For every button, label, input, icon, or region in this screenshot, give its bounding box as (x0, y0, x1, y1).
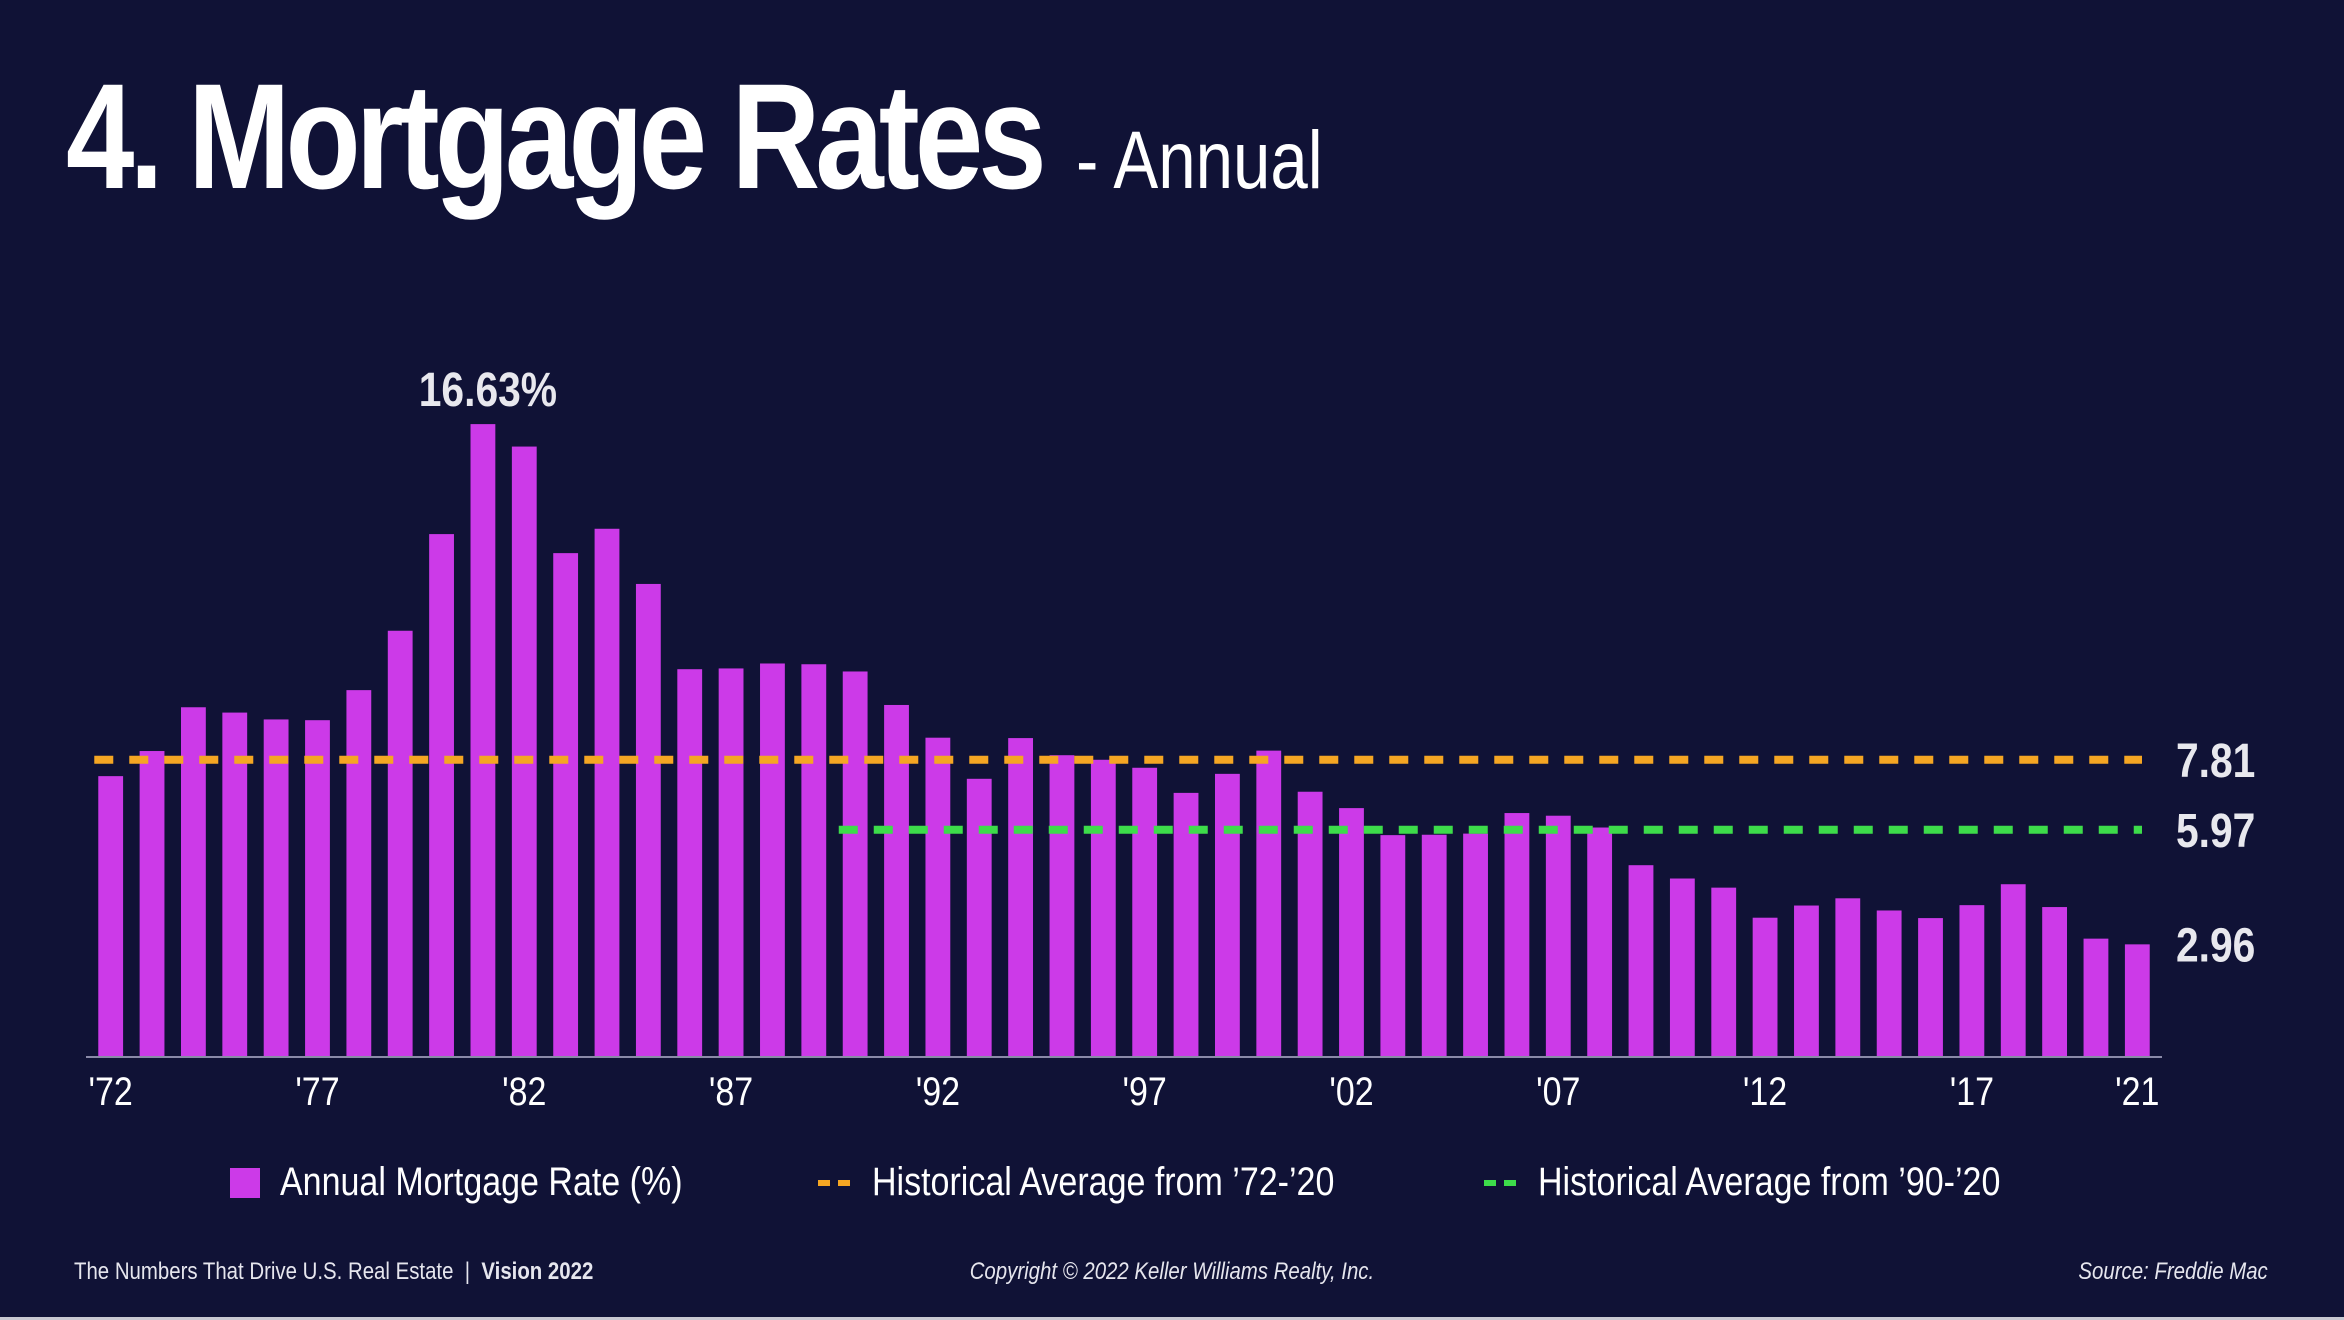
bar-1973 (139, 751, 165, 1057)
bar-1982 (511, 446, 537, 1057)
legend-swatch-bars (230, 1167, 260, 1198)
footer-source: Source: Freddie Mac (2045, 1258, 2268, 1286)
bar-1976 (263, 719, 289, 1057)
bar-1983 (553, 553, 579, 1057)
legend-item-avg-90-20: Historical Average from ’90-’20 (1484, 1160, 2082, 1205)
bar-2015 (1876, 910, 1902, 1057)
peak-value-label: 16.63% (419, 364, 557, 417)
bar-2000 (1256, 750, 1282, 1057)
x-tick-label-1977: '77 (295, 1068, 339, 1113)
bar-1990 (842, 671, 868, 1057)
bar-1999 (1214, 773, 1240, 1057)
bar-2007 (1545, 815, 1571, 1057)
legend-swatch-avg-90-20 (1484, 1179, 1516, 1186)
bar-1986 (677, 669, 703, 1057)
x-tick-label-1982: '82 (502, 1068, 546, 1113)
bar-1979 (387, 630, 413, 1057)
x-tick-label-2021: '21 (2115, 1068, 2159, 1113)
bar-1974 (180, 707, 206, 1057)
bar-2003 (1380, 835, 1406, 1057)
bar-1972 (98, 776, 124, 1057)
bar-1975 (222, 712, 248, 1057)
bar-1977 (305, 720, 330, 1057)
bar-1995 (1049, 755, 1075, 1057)
bar-2005 (1463, 833, 1488, 1057)
footer-left-text: The Numbers That Drive U.S. Real Estate (74, 1258, 454, 1285)
title-subtitle: - Annual (1076, 115, 1323, 206)
legend-label-annual-rate: Annual Mortgage Rate (%) (280, 1160, 683, 1204)
avg-value-label-1: 7.81 (2176, 735, 2255, 788)
end-value-label: 2.96 (2176, 919, 2255, 972)
footer-left: The Numbers That Drive U.S. Real Estate … (74, 1258, 685, 1286)
bar-1987 (718, 668, 744, 1057)
legend-label-avg-72-20: Historical Average from ’72-’20 (872, 1160, 1335, 1204)
legend-label-avg-90-20: Historical Average from ’90-’20 (1538, 1160, 2001, 1204)
x-tick-label-1997: '97 (1123, 1068, 1167, 1113)
bar-1984 (594, 528, 620, 1057)
bar-2004 (1421, 834, 1447, 1057)
bar-1980 (429, 534, 454, 1057)
bar-1981 (470, 424, 496, 1057)
bar-1998 (1173, 792, 1199, 1057)
bar-2011 (1711, 887, 1737, 1057)
bar-2002 (1339, 808, 1364, 1057)
bar-1992 (925, 737, 951, 1057)
x-tick-label-2017: '17 (1950, 1068, 1994, 1113)
legend-item-annual-rate: Annual Mortgage Rate (%) (230, 1160, 754, 1205)
x-tick-label-2007: '07 (1536, 1068, 1580, 1113)
bar-2013 (1794, 905, 1819, 1057)
footer-copyright-text: Copyright © 2022 Keller Williams Realty,… (969, 1258, 1375, 1285)
bottom-border (0, 1317, 2344, 1320)
bar-1989 (801, 664, 827, 1057)
bar-1985 (635, 583, 661, 1057)
bar-2021 (2124, 944, 2150, 1057)
bar-2008 (1587, 827, 1613, 1057)
bar-2019 (2042, 907, 2068, 1057)
x-tick-label-2012: '12 (1743, 1068, 1787, 1113)
x-tick-label-2002: '02 (1329, 1068, 1373, 1113)
bar-2017 (1959, 905, 1985, 1057)
bar-2006 (1504, 813, 1530, 1057)
chart-legend: Annual Mortgage Rate (%) Historical Aver… (0, 1160, 2344, 1220)
bar-1994 (1008, 738, 1034, 1057)
footer-source-text: Source: Freddie Mac (2078, 1258, 2268, 1285)
x-tick-label-1987: '87 (709, 1068, 753, 1113)
bar-1988 (760, 663, 785, 1057)
bar-2009 (1628, 865, 1654, 1057)
bar-1978 (346, 690, 372, 1057)
bar-1997 (1132, 767, 1158, 1057)
bar-2010 (1669, 878, 1695, 1057)
bar-2012 (1752, 917, 1778, 1057)
title-main: 4. Mortgage Rates (66, 52, 1047, 220)
footer-vision: Vision 2022 (481, 1258, 594, 1285)
footer-separator: | (464, 1258, 471, 1285)
bar-2001 (1297, 791, 1323, 1057)
bar-2016 (1918, 918, 1943, 1057)
bar-2014 (1835, 898, 1861, 1057)
bar-2020 (2083, 938, 2109, 1057)
footer-copyright: Copyright © 2022 Keller Williams Realty,… (0, 1258, 2344, 1286)
page-title: 4. Mortgage Rates - Annual (66, 50, 1377, 223)
x-tick-label-1972: '72 (89, 1068, 133, 1113)
legend-swatch-avg-72-20 (818, 1179, 850, 1186)
legend-item-avg-72-20: Historical Average from ’72-’20 (818, 1160, 1416, 1205)
x-tick-label-1992: '92 (916, 1068, 960, 1113)
bar-2018 (2000, 884, 2026, 1057)
bar-1996 (1090, 759, 1116, 1057)
avg-value-label-2: 5.97 (2176, 805, 2255, 858)
bar-1993 (966, 778, 992, 1057)
